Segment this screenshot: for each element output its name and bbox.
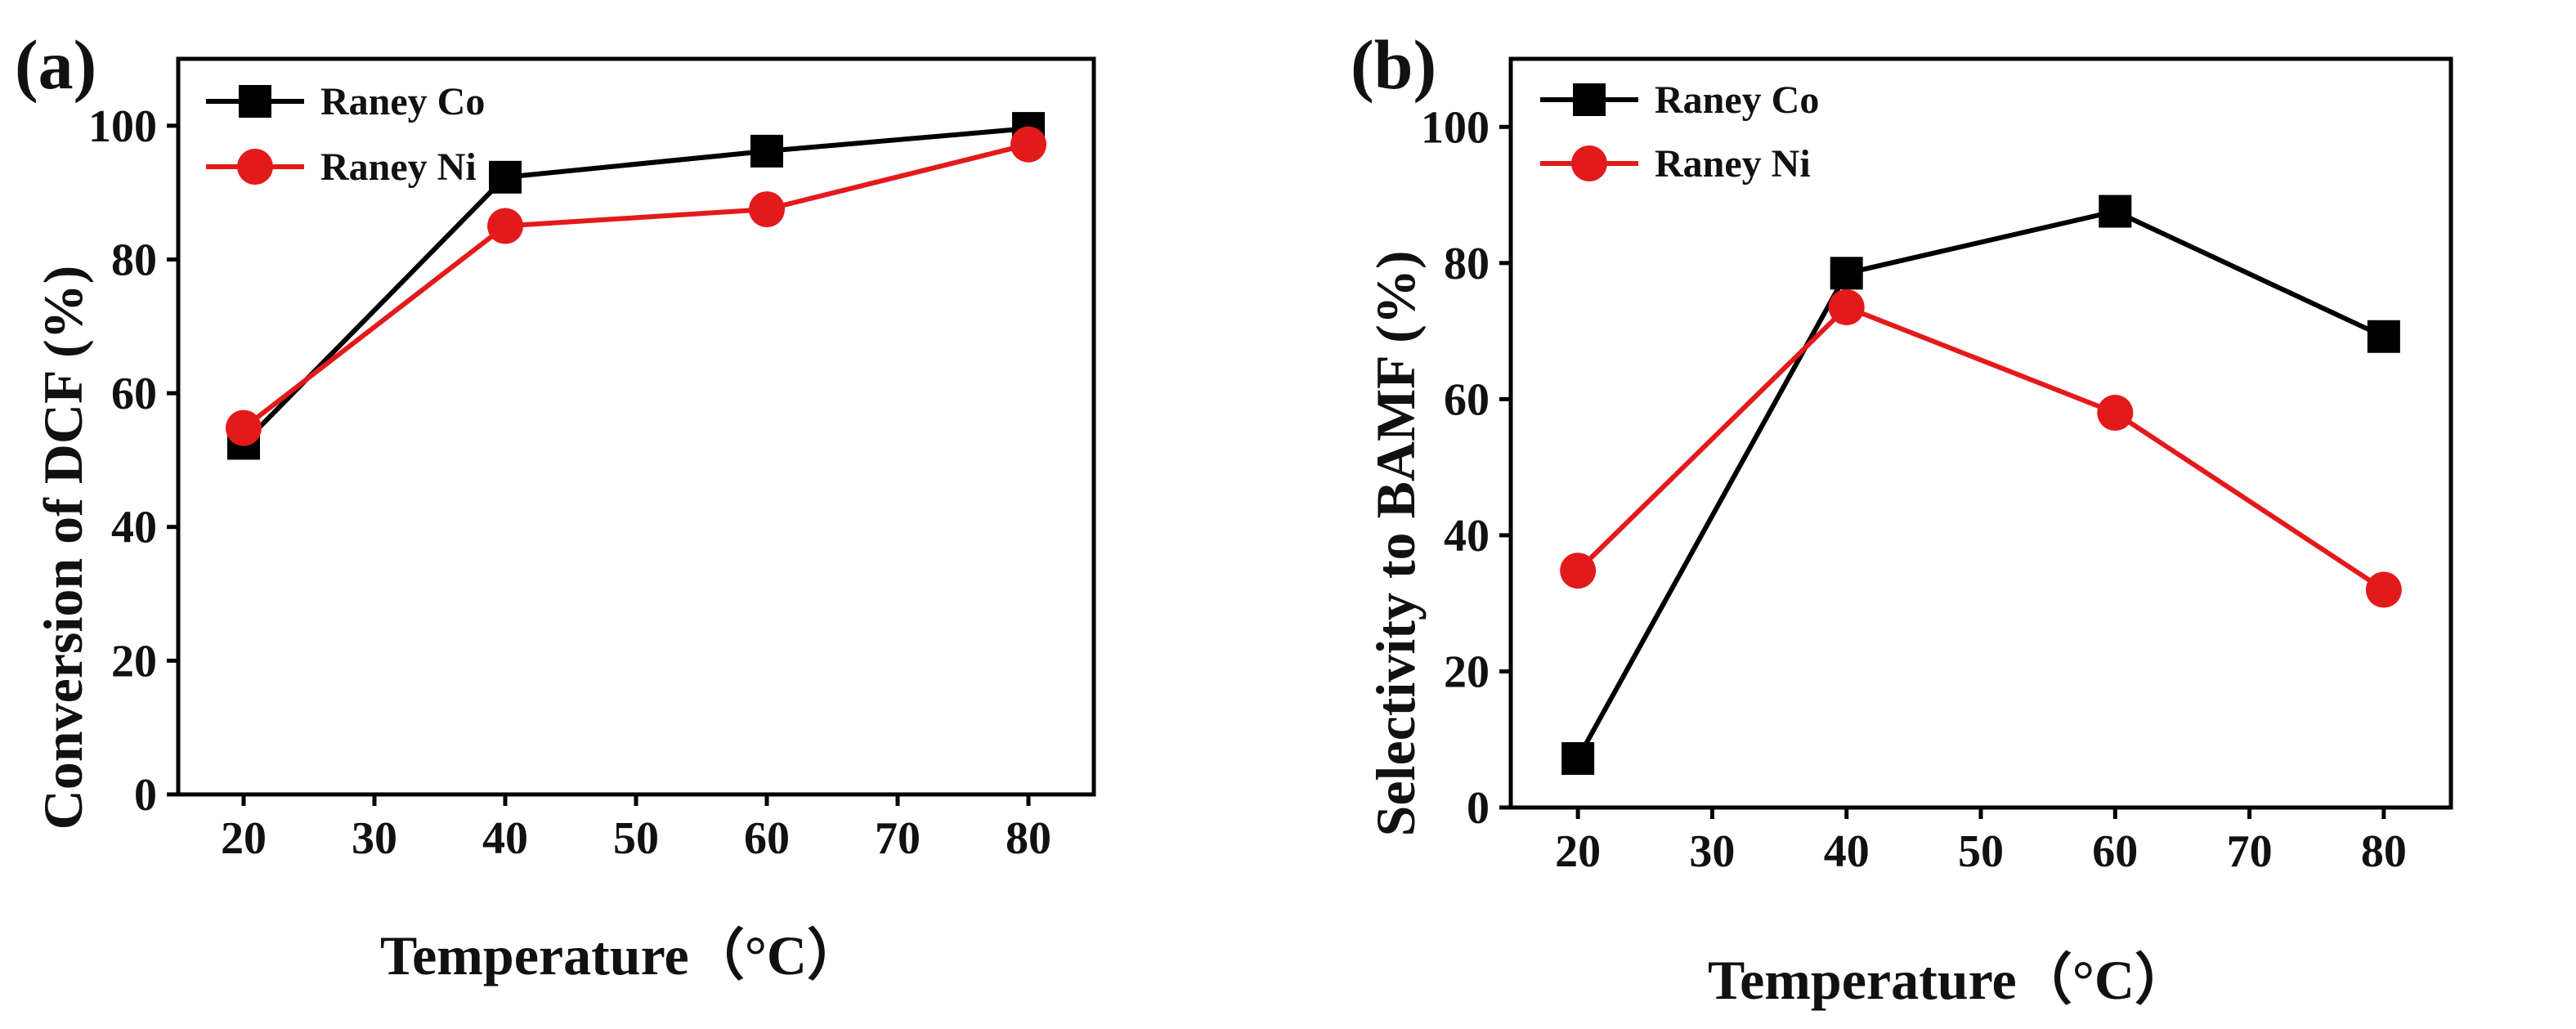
data-point-raney-co-b bbox=[1561, 742, 1595, 776]
y-tick-label-a: 20 bbox=[111, 636, 157, 687]
x-tick-label-b: 80 bbox=[2361, 826, 2407, 877]
x-tick-label-b: 50 bbox=[1958, 826, 2004, 877]
x-tick-label-b: 40 bbox=[1824, 826, 1870, 877]
data-point-raney-ni-a bbox=[226, 409, 262, 446]
data-point-raney-co-a bbox=[489, 160, 522, 194]
y-tick-label-a: 80 bbox=[111, 235, 157, 285]
legend-marker-raney-ni-a bbox=[237, 149, 273, 185]
legend-a: Raney Co Raney Ni bbox=[206, 80, 485, 189]
data-point-raney-ni-a bbox=[1010, 126, 1046, 163]
data-point-raney-co-b bbox=[2367, 320, 2400, 353]
series-line-raney-co-a bbox=[241, 126, 1029, 445]
x-tick-label-b: 70 bbox=[2227, 826, 2273, 877]
x-tick-label-a: 60 bbox=[744, 813, 790, 864]
series-line-raney-ni-b bbox=[1575, 304, 2386, 593]
tick-group-b: 20 30 40 50 60 70 80 0 20 40 60 80 100 bbox=[1421, 102, 2407, 877]
legend-label-raney-ni-b: Raney Ni bbox=[1655, 142, 1811, 186]
data-point-raney-ni-b bbox=[1560, 553, 1597, 589]
series-line-raney-ni-a bbox=[242, 141, 1029, 430]
legend-label-raney-ni-a: Raney Ni bbox=[320, 145, 477, 189]
data-point-raney-ni-b bbox=[1828, 289, 1865, 325]
legend-label-raney-co-a: Raney Co bbox=[320, 80, 485, 123]
y-tick-label-b: 80 bbox=[1444, 239, 1490, 289]
y-tick-label-a: 0 bbox=[134, 770, 157, 821]
chart-panel-b: (b) Selectivity to BAMF (%) Temperature（… bbox=[1351, 25, 2453, 1011]
data-point-raney-ni-b bbox=[2365, 571, 2402, 608]
x-tick-label-b: 60 bbox=[2092, 826, 2138, 877]
series-layer-a bbox=[226, 112, 1046, 460]
y-tick-label-b: 100 bbox=[1421, 102, 1490, 153]
plot-frame-a bbox=[176, 56, 1096, 797]
x-tick-label-a: 30 bbox=[352, 813, 397, 864]
y-tick-label-b: 20 bbox=[1444, 646, 1490, 697]
legend-b: Raney Co Raney Ni bbox=[1540, 78, 1819, 186]
x-tick-label-a: 40 bbox=[482, 813, 528, 864]
data-point-raney-ni-b bbox=[2097, 395, 2134, 432]
data-point-raney-co-b bbox=[1830, 257, 1863, 290]
series-line-raney-co-b bbox=[1575, 208, 2386, 760]
y-tick-label-a: 40 bbox=[111, 503, 157, 553]
y-tick-label-b: 40 bbox=[1444, 511, 1490, 561]
y-axis-title-b: Selectivity to BAMF (%) bbox=[1364, 251, 1427, 837]
y-axis-title-a: Conversion of DCF (%) bbox=[32, 266, 94, 830]
x-tick-label-a: 70 bbox=[875, 813, 921, 864]
legend-label-raney-co-b: Raney Co bbox=[1655, 78, 1819, 122]
tick-group-a: 20 30 40 50 60 70 80 0 20 40 60 80 100 bbox=[88, 101, 1051, 864]
legend-marker-raney-co-a bbox=[239, 85, 271, 118]
x-tick-label-b: 20 bbox=[1555, 826, 1601, 877]
data-point-raney-co-b bbox=[2099, 195, 2132, 228]
y-tick-label-b: 0 bbox=[1467, 783, 1490, 834]
chart-panel-a: (a) Conversion of DCF (%) Temperature（°C… bbox=[15, 25, 1096, 986]
x-axis-title-a: Temperature（°C） bbox=[380, 924, 862, 986]
x-tick-label-b: 30 bbox=[1689, 826, 1735, 877]
y-tick-label-a: 60 bbox=[111, 369, 157, 419]
data-point-raney-co-a bbox=[750, 134, 783, 168]
x-axis-title-b: Temperature（°C） bbox=[1708, 949, 2190, 1011]
panel-label-a: (a) bbox=[15, 25, 96, 104]
data-point-raney-ni-a bbox=[487, 208, 523, 244]
plot-frame-b bbox=[1508, 56, 2453, 810]
x-tick-label-a: 20 bbox=[221, 813, 267, 864]
x-tick-label-a: 50 bbox=[613, 813, 659, 864]
legend-marker-raney-co-b bbox=[1573, 83, 1606, 116]
legend-marker-raney-ni-b bbox=[1571, 145, 1607, 181]
y-tick-label-a: 100 bbox=[88, 101, 157, 152]
x-tick-label-a: 80 bbox=[1006, 813, 1051, 864]
panel-label-b: (b) bbox=[1351, 25, 1436, 104]
data-point-raney-ni-a bbox=[749, 191, 785, 228]
y-tick-label-b: 60 bbox=[1444, 374, 1490, 425]
series-layer-b bbox=[1560, 195, 2402, 776]
